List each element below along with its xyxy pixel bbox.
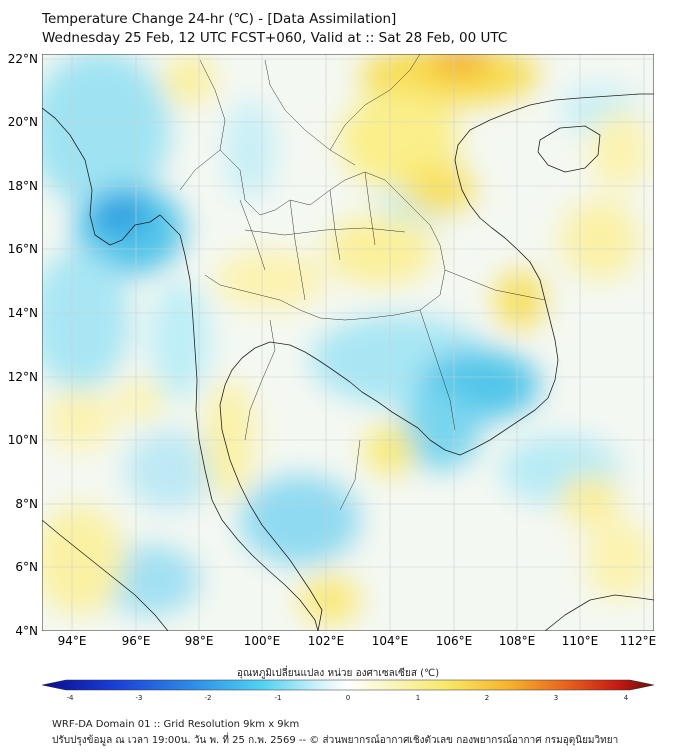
colorbar: -4 -3 -2 -1 0 1 2 3 4 xyxy=(41,679,655,702)
map-title: Temperature Change 24-hr (℃) - [Data Ass… xyxy=(42,11,397,27)
colorbar-ticks: -4 -3 -2 -1 0 1 2 3 4 xyxy=(67,694,629,702)
lon-label-110: 110°E xyxy=(562,634,599,648)
colorbar-title: อุณหภูมิเปลี่ยนแปลง หน่วย องศาเซลเซียส (… xyxy=(236,668,440,679)
lat-label-18: 18°N xyxy=(8,179,38,193)
lon-label-100: 100°E xyxy=(244,634,281,648)
lon-label-106: 106°E xyxy=(436,634,473,648)
cbar-tick-m3: -3 xyxy=(136,694,143,702)
lat-label-14: 14°N xyxy=(8,306,38,320)
lat-label-6: 6°N xyxy=(15,560,38,574)
latitude-labels: 22°N 20°N 18°N 16°N 14°N 12°N 10°N 8°N 6… xyxy=(8,52,38,638)
lon-label-108: 108°E xyxy=(499,634,536,648)
coastlines xyxy=(42,93,654,631)
lon-label-102: 102°E xyxy=(308,634,345,648)
lat-label-4: 4°N xyxy=(15,624,38,638)
cbar-tick-3: 3 xyxy=(554,694,558,702)
lat-label-12: 12°N xyxy=(8,370,38,384)
provincial-borders xyxy=(179,54,546,511)
cbar-tick-2: 2 xyxy=(485,694,489,702)
lat-label-10: 10°N xyxy=(8,433,38,447)
colorbar-gradient xyxy=(41,679,655,691)
lon-label-112: 112°E xyxy=(620,634,657,648)
temperature-field xyxy=(42,54,654,631)
lat-label-16: 16°N xyxy=(8,242,38,256)
lon-label-98: 98°E xyxy=(185,634,214,648)
lat-label-20: 20°N xyxy=(8,115,38,129)
lon-label-96: 96°E xyxy=(122,634,151,648)
lat-label-8: 8°N xyxy=(15,497,38,511)
cbar-tick-1: 1 xyxy=(416,694,420,702)
lon-label-104: 104°E xyxy=(372,634,409,648)
cbar-tick-0: 0 xyxy=(346,694,350,702)
map-subtitle: Wednesday 25 Feb, 12 UTC FCST+060, Valid… xyxy=(42,30,508,46)
cbar-tick-m4: -4 xyxy=(67,694,75,702)
cbar-tick-4: 4 xyxy=(624,694,629,702)
footer-model-info: WRF-DA Domain 01 :: Grid Resolution 9km … xyxy=(52,719,300,730)
lon-label-94: 94°E xyxy=(58,634,87,648)
cbar-tick-m2: -2 xyxy=(205,694,212,702)
cbar-tick-m1: -1 xyxy=(275,694,282,702)
footer-credit: ปรับปรุงข้อมูล ณ เวลา 19:00น. วัน พ. ที่… xyxy=(52,735,619,746)
longitude-labels: 94°E 96°E 98°E 100°E 102°E 104°E 106°E 1… xyxy=(58,634,657,648)
lat-label-22: 22°N xyxy=(8,52,38,66)
